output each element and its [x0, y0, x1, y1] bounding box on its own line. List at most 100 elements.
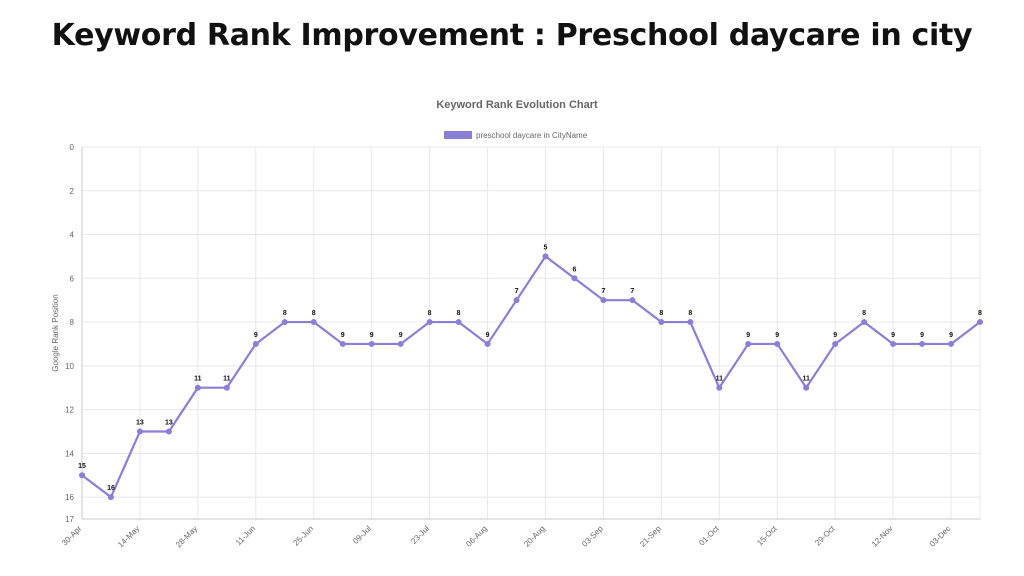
y-tick-label: 2: [70, 187, 75, 196]
data-label: 13: [136, 419, 144, 426]
y-tick-label: 8: [70, 318, 75, 327]
data-point: [426, 319, 433, 326]
data-label: 7: [630, 288, 634, 295]
x-tick-label: 01-Oct: [697, 524, 721, 548]
data-point: [542, 253, 549, 260]
x-tick-label: 03-Dec: [928, 524, 953, 549]
data-point: [194, 384, 201, 391]
x-tick-label: 20-Aug: [522, 524, 547, 549]
data-point: [455, 319, 462, 326]
data-label: 8: [688, 310, 692, 317]
x-tick-label: 14-May: [116, 524, 141, 549]
data-point: [79, 472, 85, 479]
data-label: 8: [428, 310, 432, 317]
x-tick-label: 11-Jun: [234, 524, 257, 547]
legend-label: preschool daycare in CityName: [476, 131, 588, 140]
data-label: 9: [254, 332, 258, 339]
y-tick-label: 14: [65, 449, 74, 458]
y-tick-label: 17: [65, 515, 74, 524]
x-tick-label: 30-Apr: [60, 524, 84, 548]
data-point: [484, 340, 491, 347]
data-point: [890, 340, 897, 347]
legend: preschool daycare in CityName: [444, 131, 588, 140]
grid: [81, 146, 981, 520]
data-point: [310, 319, 317, 326]
data-label: 8: [312, 310, 316, 317]
data-point: [107, 494, 114, 501]
data-label: 8: [978, 310, 982, 317]
y-tick-label: 0: [70, 143, 75, 152]
data-point: [513, 297, 520, 304]
y-axis-label: Google Rank Position: [51, 294, 60, 371]
data-label: 8: [862, 310, 866, 317]
x-axis: 30-Apr 14-May 28-May 11-Jun 25-Jun 09-Jul 23-J…: [60, 524, 952, 550]
data-label: 11: [223, 376, 231, 383]
data-label: 9: [746, 332, 750, 339]
x-tick-label: 23-Jul: [409, 524, 431, 546]
data-point: [948, 340, 955, 347]
data-label: 16: [107, 485, 115, 492]
data-label: 5: [544, 244, 548, 251]
x-tick-label: 03-Sep: [580, 524, 605, 549]
data-label: 11: [194, 376, 202, 383]
data-point: [223, 384, 230, 391]
data-label: 9: [370, 332, 374, 339]
x-tick-label: 28-May: [174, 524, 199, 549]
y-tick-label: 16: [65, 493, 74, 502]
x-tick-label: 21-Sep: [638, 524, 663, 549]
data-label: 15: [78, 463, 86, 470]
data-label: 9: [833, 332, 837, 339]
data-label: 9: [775, 332, 779, 339]
data-label: 9: [920, 332, 924, 339]
data-label: 6: [572, 266, 576, 273]
data-label: 11: [716, 376, 724, 383]
data-point: [629, 297, 636, 304]
data-point: [977, 319, 983, 326]
data-point: [803, 384, 810, 391]
series-group: 15 16 13 13 11 11 9 8 8 9 9 9 8 8 9 7 5 6 7 7 8 8 11 9 9 11 9 8 9 9 9 8: [78, 244, 983, 501]
data-label: 13: [165, 419, 173, 426]
data-point: [368, 340, 375, 347]
data-label: 9: [399, 332, 403, 339]
data-label: 9: [486, 332, 490, 339]
data-point: [281, 319, 288, 326]
data-point: [832, 340, 839, 347]
data-point: [658, 319, 665, 326]
data-label: 7: [601, 288, 605, 295]
y-axis: 0 2 4 6 8 10 12 14 16 17: [65, 143, 74, 524]
page-title: Keyword Rank Improvement : Preschool day…: [51, 18, 973, 53]
chart-title: Keyword Rank Evolution Chart: [436, 99, 598, 111]
data-point: [774, 340, 781, 347]
data-point: [600, 297, 607, 304]
data-label: 9: [341, 332, 345, 339]
data-label: 11: [802, 376, 810, 383]
data-label: 8: [283, 310, 287, 317]
data-point: [716, 384, 723, 391]
data-point: [919, 340, 926, 347]
y-tick-label: 4: [70, 231, 75, 240]
y-tick-label: 10: [65, 362, 74, 371]
x-tick-label: 29-Oct: [813, 524, 837, 548]
data-point: [339, 340, 346, 347]
data-point: [861, 319, 868, 326]
data-point: [571, 275, 578, 282]
data-label: 9: [949, 332, 953, 339]
data-point: [397, 340, 404, 347]
data-point: [745, 340, 752, 347]
data-label: 7: [515, 288, 519, 295]
x-tick-label: 06-Aug: [464, 524, 489, 549]
x-tick-label: 09-Jul: [351, 524, 373, 546]
data-label: 9: [891, 332, 895, 339]
x-tick-label: 25-Jun: [291, 524, 315, 548]
y-tick-label: 12: [65, 406, 74, 415]
data-label: 8: [659, 310, 663, 317]
data-point: [136, 428, 143, 435]
data-point: [165, 428, 172, 435]
series-line: [81, 255, 981, 499]
data-point: [687, 319, 694, 326]
y-tick-label: 6: [70, 274, 75, 283]
x-tick-label: 12-Nov: [870, 524, 895, 549]
data-label: 8: [457, 310, 461, 317]
x-tick-label: 15-Oct: [755, 524, 779, 548]
